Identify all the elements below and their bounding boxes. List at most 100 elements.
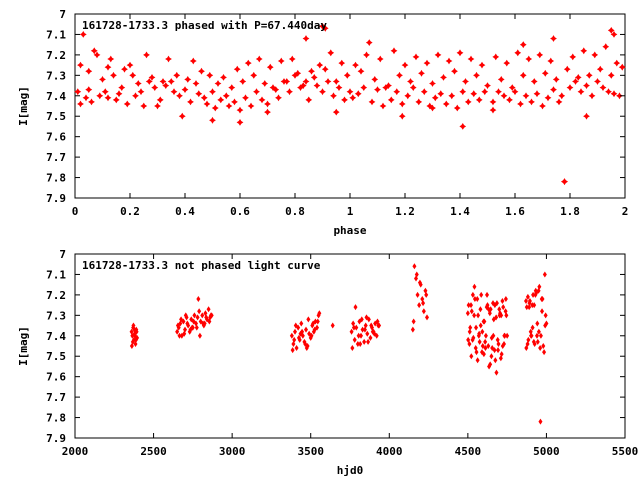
data-point xyxy=(355,340,360,347)
data-point xyxy=(536,328,541,335)
data-point xyxy=(306,316,311,323)
data-point xyxy=(202,320,207,327)
data-point xyxy=(526,336,531,343)
data-point xyxy=(524,304,529,311)
data-point xyxy=(159,78,167,85)
x-tick-label: 3500 xyxy=(297,445,324,458)
data-point xyxy=(167,78,175,85)
x-tick-label: 1.2 xyxy=(395,205,415,218)
data-point xyxy=(517,100,524,108)
data-point xyxy=(346,88,354,96)
data-point xyxy=(132,326,137,333)
data-point xyxy=(529,332,534,339)
data-point xyxy=(305,96,313,104)
data-point xyxy=(527,304,532,311)
data-point xyxy=(121,65,128,73)
data-point xyxy=(550,86,557,93)
data-point xyxy=(471,334,476,341)
data-point xyxy=(277,57,285,65)
data-point xyxy=(206,71,214,79)
data-point xyxy=(478,306,483,313)
data-point xyxy=(566,84,574,91)
data-point xyxy=(137,88,145,96)
x-tick-label: 1 xyxy=(347,205,354,218)
data-point xyxy=(542,349,547,356)
data-point xyxy=(321,24,329,32)
data-point xyxy=(500,343,505,349)
data-point xyxy=(531,291,536,298)
data-point xyxy=(247,102,255,110)
data-point xyxy=(363,51,370,59)
data-point xyxy=(360,84,368,91)
data-point xyxy=(469,308,474,315)
data-point xyxy=(90,47,98,55)
data-point xyxy=(569,53,577,61)
data-point xyxy=(292,336,297,343)
data-point xyxy=(185,320,190,327)
x-tick-label: 2000 xyxy=(62,445,89,458)
data-point xyxy=(179,316,184,323)
data-point xyxy=(483,338,488,345)
data-point xyxy=(85,86,93,93)
data-point xyxy=(184,76,192,83)
data-point xyxy=(468,324,473,331)
data-point xyxy=(519,71,527,79)
data-point xyxy=(404,92,412,100)
data-point xyxy=(437,90,445,98)
data-point xyxy=(426,102,434,110)
data-point xyxy=(360,326,365,333)
y-tick-label: 7.5 xyxy=(46,350,66,363)
data-point xyxy=(82,94,90,102)
data-point xyxy=(420,88,428,96)
data-point xyxy=(242,94,249,102)
data-point xyxy=(376,55,384,63)
data-point xyxy=(96,92,104,100)
data-point xyxy=(475,295,480,302)
data-point xyxy=(303,340,308,347)
data-point xyxy=(354,324,359,331)
data-point xyxy=(501,304,506,311)
data-point xyxy=(434,51,442,59)
data-point xyxy=(302,35,310,42)
data-point xyxy=(304,326,308,333)
data-point xyxy=(293,322,298,329)
data-point xyxy=(369,322,374,329)
data-point xyxy=(425,314,429,321)
data-point xyxy=(440,74,447,81)
data-point xyxy=(133,340,138,347)
data-point xyxy=(480,328,485,335)
data-point xyxy=(189,57,197,65)
data-point xyxy=(543,322,548,329)
data-point xyxy=(349,328,354,335)
data-point xyxy=(489,353,494,360)
data-point xyxy=(525,55,533,63)
data-point xyxy=(302,78,310,85)
tick-labels-unphased: 2000 2500 3000 3500 4000 4500 5000 5500 7 7.1 7.2 7… xyxy=(46,248,638,458)
data-point xyxy=(387,96,395,104)
data-point xyxy=(330,92,337,100)
data-point xyxy=(418,69,425,77)
y-tick-label: 7.4 xyxy=(46,90,66,103)
data-point xyxy=(332,108,340,116)
y-tick-label: 7.7 xyxy=(46,151,66,164)
data-point xyxy=(503,295,508,302)
data-point xyxy=(456,49,464,57)
data-point xyxy=(203,100,211,108)
data-point xyxy=(296,334,301,341)
data-point xyxy=(596,65,604,73)
data-point xyxy=(182,330,187,337)
data-point xyxy=(489,334,494,341)
data-point xyxy=(233,65,241,73)
data-point xyxy=(357,67,365,75)
data-point xyxy=(101,88,109,96)
data-point xyxy=(591,51,599,59)
y-tick-label: 7 xyxy=(59,8,66,21)
data-point xyxy=(493,357,498,364)
data-point xyxy=(550,35,557,42)
data-point xyxy=(177,332,182,339)
data-point xyxy=(415,291,420,298)
chart-title-phased: 161728-1733.3 phased with P=67.440day xyxy=(82,19,327,32)
data-point xyxy=(527,300,532,307)
data-point xyxy=(467,328,472,335)
